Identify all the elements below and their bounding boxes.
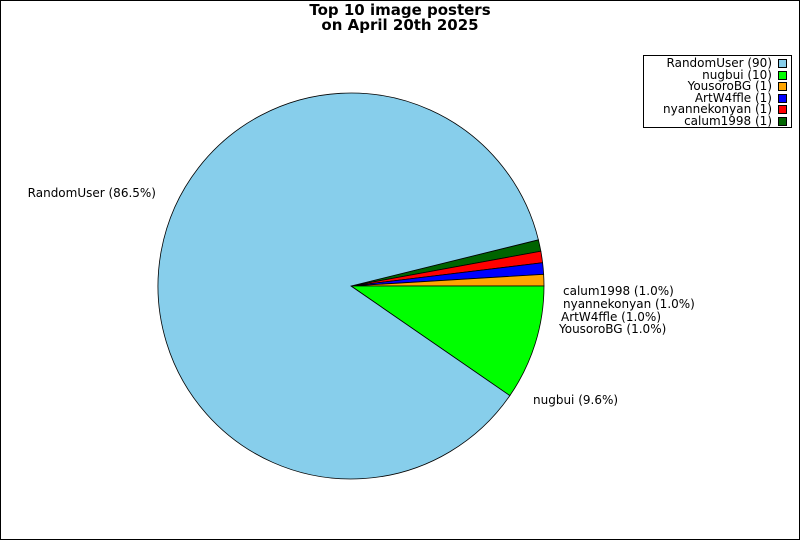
legend-item-calum1998: calum1998 (1)	[644, 113, 787, 128]
slice-label-artw4ffle: ArtW4ffle (1.0%)	[561, 310, 661, 324]
slice-label-calum1998: calum1998 (1.0%)	[563, 284, 674, 298]
legend: RandomUser (90) nugbui (10) YousoroBG (1) A…	[643, 55, 792, 128]
legend-label: nyannekonyan (1)	[663, 102, 772, 117]
slice-label-randomuser: RandomUser (86.5%)	[28, 186, 156, 200]
legend-item-randomuser: RandomUser (90)	[644, 56, 787, 71]
legend-label: RandomUser (90)	[666, 56, 772, 71]
pie-slice-nugbui	[349, 285, 545, 397]
legend-swatch	[778, 105, 787, 115]
legend-swatch	[778, 70, 787, 80]
legend-label: nugbui (10)	[702, 67, 772, 82]
chart-title-line-2: on April 20th 2025	[321, 16, 479, 34]
legend-label: ArtW4ffle (1)	[694, 90, 772, 105]
chart-title-line-1: Top 10 image posters	[309, 1, 491, 19]
legend-label: YousoroBG (1)	[687, 79, 772, 94]
legend-swatch	[778, 93, 787, 103]
legend-item-nyannekonyan: nyannekonyan (1)	[644, 102, 787, 117]
legend-item-yousorobg: YousoroBG (1)	[644, 79, 787, 94]
legend-swatch	[778, 59, 787, 69]
pie-slice-randomuser	[157, 92, 539, 480]
legend-swatch	[778, 82, 787, 92]
slice-label-yousorobg: YousoroBG (1.0%)	[558, 322, 666, 336]
pie-labels: RandomUser (86.5%) nugbui (9.6%) YousoroBG…	[28, 186, 695, 407]
slice-label-nyannekonyan: nyannekonyan (1.0%)	[563, 297, 695, 311]
legend-item-artw4ffle: ArtW4ffle (1)	[644, 90, 787, 105]
legend-item-nugbui: nugbui (10)	[644, 67, 787, 82]
legend-label: calum1998 (1)	[684, 113, 772, 128]
legend-swatch	[778, 116, 787, 126]
chart-title: Top 10 image posters on April 20th 2025	[1, 3, 799, 33]
pie-slices	[157, 92, 545, 480]
slice-label-nugbui: nugbui (9.6%)	[533, 393, 618, 407]
